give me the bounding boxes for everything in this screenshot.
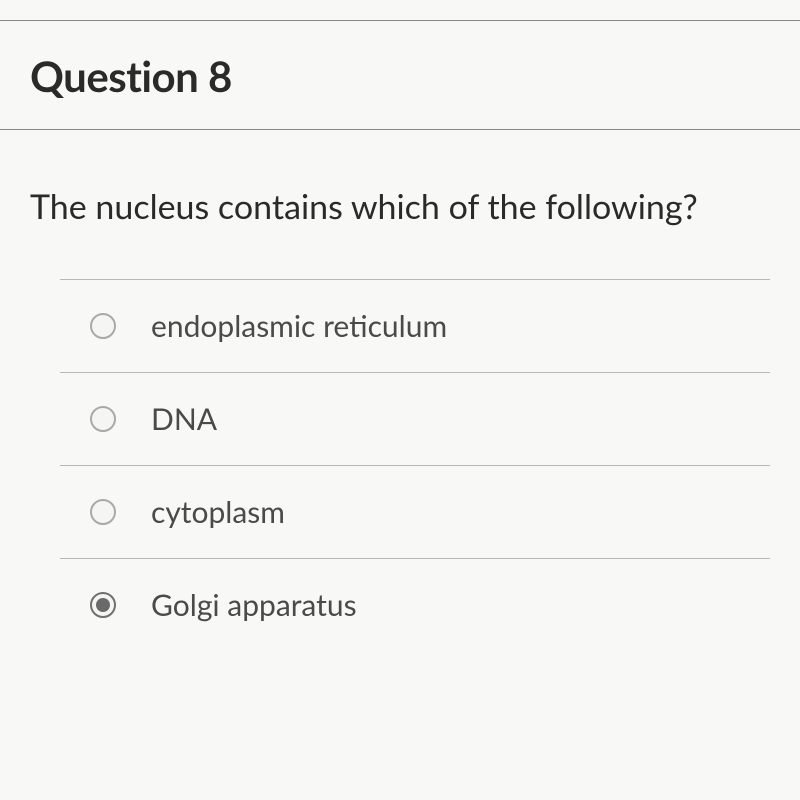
option-label: DNA [151, 401, 217, 437]
options-list: endoplasmic reticulum DNA cytoplasm Golg… [60, 279, 770, 651]
question-header: Question 8 [0, 21, 800, 130]
option-label: endoplasmic reticulum [151, 308, 447, 344]
option-row[interactable]: DNA [60, 372, 770, 465]
quiz-container: Question 8 The nucleus contains which of… [0, 0, 800, 800]
option-row[interactable]: endoplasmic reticulum [60, 279, 770, 372]
radio-icon[interactable] [90, 313, 116, 339]
radio-icon[interactable] [90, 592, 116, 618]
question-title: Question 8 [30, 51, 770, 101]
option-row[interactable]: cytoplasm [60, 465, 770, 558]
option-row[interactable]: Golgi apparatus [60, 558, 770, 651]
question-prompt: The nucleus contains which of the follow… [30, 185, 770, 229]
question-body: The nucleus contains which of the follow… [0, 130, 800, 651]
option-label: cytoplasm [151, 494, 285, 530]
option-label: Golgi apparatus [151, 587, 357, 623]
radio-icon[interactable] [90, 406, 116, 432]
radio-icon[interactable] [90, 499, 116, 525]
